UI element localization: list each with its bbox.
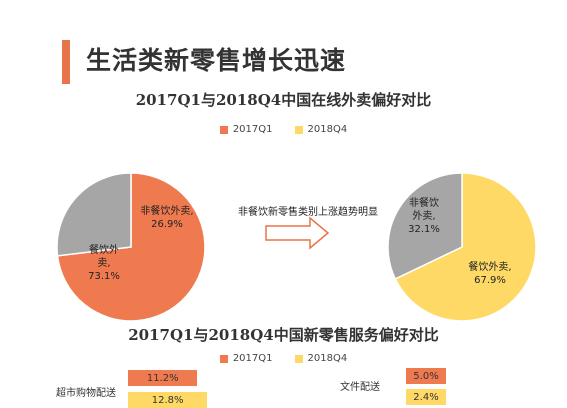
legend-swatch-2017q1	[219, 354, 228, 363]
bar-document-2017q1: 5.0%	[406, 368, 446, 384]
legend-item-2017q1: 2017Q1	[219, 353, 273, 364]
page-title: 生活类新零售增长迅速	[86, 46, 347, 75]
trend-arrow-label: 非餐饮新零售类别上涨趋势明显	[238, 207, 378, 218]
chart-title-new-retail: 2017Q1与2018Q4中国新零售服务偏好对比	[128, 326, 439, 344]
legend-label-2018q4: 2018Q4	[307, 353, 348, 364]
bar-supermarket-2018q4: 12.8%	[128, 392, 208, 408]
pie-chart-2017q1: 餐饮外卖, 73.1% 非餐饮外卖, 26.9%	[56, 172, 206, 322]
legend-item-2017q1: 2017Q1	[219, 124, 273, 135]
bar-value-label: 5.0%	[413, 370, 439, 382]
pie-slice	[387, 172, 463, 280]
bar-value-label: 12.8%	[151, 394, 184, 406]
pie-slice	[56, 172, 132, 257]
legend-label-2017q1: 2017Q1	[232, 124, 273, 135]
bar-supermarket-2017q1: 11.2%	[128, 370, 198, 386]
legend-label-2018q4: 2018Q4	[307, 124, 348, 135]
pie-slice-label: 餐饮外卖, 73.1%	[88, 243, 120, 282]
legend-swatch-2017q1	[219, 125, 228, 134]
bar-category-label-supermarket: 超市购物配送	[56, 388, 116, 399]
pie-slice-label: 非餐饮外卖, 26.9%	[140, 204, 193, 230]
bar-value-label: 11.2%	[146, 372, 179, 384]
trend-arrow-icon	[265, 216, 330, 250]
legend-item-2018q4: 2018Q4	[294, 124, 348, 135]
legend-swatch-2018q4	[294, 354, 303, 363]
legend-label-2017q1: 2017Q1	[232, 353, 273, 364]
title-accent-bar	[62, 40, 70, 84]
legend-new-retail: 2017Q1 2018Q4	[0, 353, 567, 364]
pie-slice-label: 非餐饮外卖, 32.1%	[408, 196, 440, 235]
bar-value-label: 2.4%	[413, 391, 439, 403]
chart-title-takeout: 2017Q1与2018Q4中国在线外卖偏好对比	[135, 91, 432, 109]
legend-item-2018q4: 2018Q4	[294, 353, 348, 364]
legend-swatch-2018q4	[294, 125, 303, 134]
bar-category-label-document: 文件配送	[340, 382, 380, 393]
pie-slice-label: 餐饮外卖, 67.9%	[468, 260, 511, 286]
pie-chart-2018q4: 餐饮外卖, 67.9% 非餐饮外卖, 32.1%	[387, 172, 537, 322]
pie-slice	[394, 172, 537, 322]
legend-takeout: 2017Q1 2018Q4	[0, 124, 567, 135]
bar-document-2018q4: 2.4%	[406, 389, 446, 405]
